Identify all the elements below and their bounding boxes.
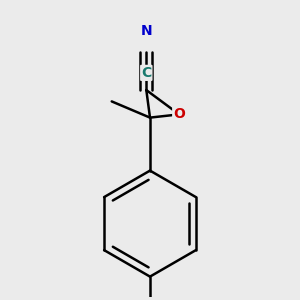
Text: N: N: [140, 24, 152, 38]
Text: O: O: [173, 107, 185, 122]
Text: C: C: [141, 66, 152, 80]
